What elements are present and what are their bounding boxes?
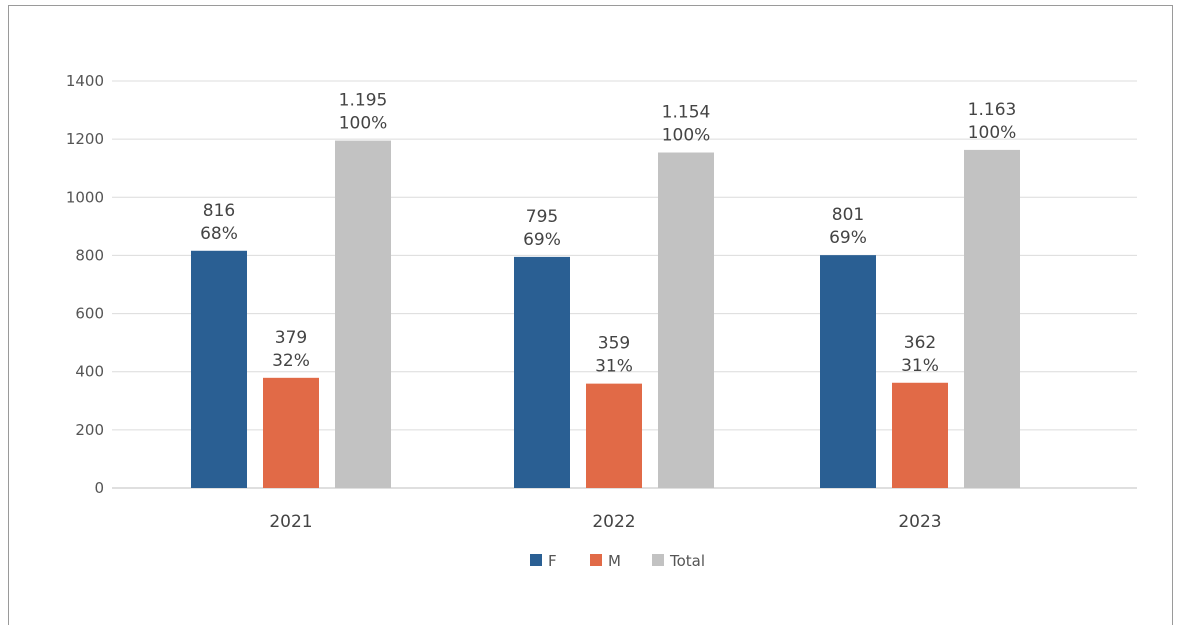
chart-frame — [8, 5, 1173, 625]
data-label-percent: 31% — [595, 357, 633, 377]
data-label-percent: 69% — [523, 230, 561, 250]
data-label-value: 795 — [526, 207, 558, 227]
bar-f-2023 — [820, 255, 876, 488]
y-tick-label: 1200 — [66, 130, 104, 148]
y-tick-label: 200 — [75, 421, 104, 439]
bar-m-2021 — [263, 377, 319, 488]
y-tick-label: 1400 — [66, 72, 104, 90]
data-label-value: 816 — [203, 201, 235, 221]
data-label-value: 379 — [275, 328, 307, 348]
legend-swatch-m — [590, 554, 602, 566]
y-tick-label: 1000 — [66, 188, 104, 206]
bar-total-2022 — [658, 152, 714, 488]
bar-total-2023 — [964, 149, 1020, 488]
y-tick-label: 400 — [75, 363, 104, 381]
data-label-percent: 100% — [662, 126, 711, 146]
x-category-label: 2022 — [592, 512, 635, 532]
legend-label-total: Total — [669, 552, 705, 570]
data-label-value: 801 — [832, 205, 864, 225]
bar-total-2021 — [335, 140, 391, 488]
data-label-value: 1.154 — [662, 103, 711, 123]
legend-swatch-total — [652, 554, 664, 566]
y-tick-label: 0 — [94, 479, 104, 497]
bar-chart: 0 200 400 600 800 1000 1200 1400 816 68% 379 32% 1.1… — [66, 72, 1137, 570]
data-label-percent: 100% — [339, 114, 388, 134]
data-label-value: 362 — [904, 333, 936, 353]
data-label-percent: 68% — [200, 224, 238, 244]
x-category-label: 2021 — [269, 512, 312, 532]
legend-label-m: M — [608, 552, 621, 570]
y-tick-label: 800 — [75, 246, 104, 264]
data-label-percent: 31% — [901, 356, 939, 376]
bar-m-2023 — [892, 382, 948, 488]
bar-m-2022 — [586, 383, 642, 488]
bar-f-2022 — [514, 256, 570, 488]
x-category-label: 2023 — [898, 512, 941, 532]
y-tick-label: 600 — [75, 305, 104, 323]
data-label-value: 1.195 — [339, 91, 388, 111]
data-label-value: 359 — [598, 334, 630, 354]
data-label-percent: 32% — [272, 351, 310, 371]
legend-label-f: F — [548, 552, 557, 570]
data-label-value: 1.163 — [968, 100, 1017, 120]
data-label-percent: 100% — [968, 123, 1017, 143]
legend-swatch-f — [530, 554, 542, 566]
bar-f-2021 — [191, 250, 247, 488]
data-label-percent: 69% — [829, 228, 867, 248]
